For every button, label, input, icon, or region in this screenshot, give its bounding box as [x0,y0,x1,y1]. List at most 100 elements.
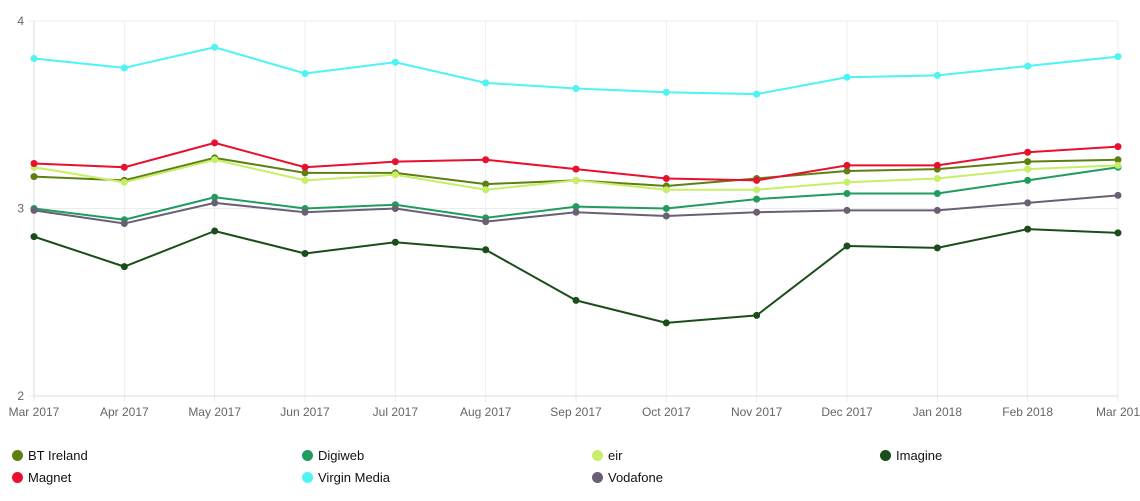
series-group [30,43,1122,327]
x-tick-label: Aug 2017 [460,405,512,419]
data-point-magnet [662,175,670,182]
legend-label: eir [608,448,623,463]
x-tick-label: Jan 2018 [913,405,963,419]
legend-swatch [592,472,603,483]
x-tick-label: Jun 2017 [280,405,330,419]
data-point-magnet [391,158,399,166]
legend-label: Vodafone [608,470,663,485]
data-point-virgin-media [482,79,490,87]
data-point-virgin-media [30,55,38,62]
data-point-bt-ireland [843,167,851,175]
data-point-magnet [753,176,761,184]
data-point-eir [1114,161,1122,169]
data-point-magnet [843,161,851,169]
data-point-magnet [572,165,580,173]
data-point-vodafone [1024,199,1032,207]
data-point-virgin-media [301,70,309,77]
data-point-eir [301,176,309,184]
legend-label: Imagine [896,448,943,463]
legend-swatch [302,472,313,483]
data-point-eir [572,176,580,184]
data-point-imagine [211,227,219,235]
legend-label: Magnet [28,470,72,485]
data-point-eir [482,186,490,194]
data-point-imagine [572,296,580,304]
data-point-vodafone [572,208,580,216]
data-point-digiweb [843,190,851,197]
data-point-imagine [482,246,490,254]
data-point-magnet [120,163,128,171]
x-tick-label: Mar 201 [1096,405,1140,419]
data-point-digiweb [211,193,219,201]
data-point-bt-ireland [301,169,309,177]
data-point-virgin-media [933,71,941,79]
legend-label: Digiweb [318,448,365,463]
data-point-digiweb [753,195,761,203]
data-point-magnet [1114,143,1122,151]
data-point-magnet [211,139,219,147]
x-tick-label: Sep 2017 [550,405,602,419]
legend-item-eir[interactable]: eir [592,448,622,463]
legend-swatch [12,450,23,461]
data-point-virgin-media [120,64,128,72]
legend-swatch [302,450,313,461]
y-axis: 2 3 4 [17,14,24,403]
x-tick-label: Nov 2017 [731,405,783,419]
data-point-eir [1024,165,1032,173]
data-point-magnet [301,163,309,171]
y-tick-label: 4 [17,14,24,28]
data-point-eir [211,156,219,164]
data-point-magnet [482,156,490,164]
data-point-magnet [1024,148,1032,156]
data-point-vodafone [482,218,490,226]
line-chart: 2 3 4 Mar 2017 Apr 2017 May 2017 Jun 2017 Jul … [9,14,1140,419]
data-point-imagine [391,238,399,246]
data-point-vodafone [933,206,941,214]
legend-item-digiweb[interactable]: Digiweb [302,448,364,463]
data-point-bt-ireland [482,180,490,188]
legend-swatch [12,472,23,483]
x-tick-label: Jul 2017 [373,405,419,419]
legend-label: BT Ireland [28,448,88,463]
legend-item-vodafone[interactable]: Vodafone [592,470,663,485]
data-point-virgin-media [1114,53,1122,61]
legend-swatch [592,450,603,461]
data-point-virgin-media [572,85,580,92]
data-point-digiweb [1024,176,1032,184]
data-point-eir [843,178,851,186]
y-tick-label: 3 [17,202,24,216]
data-point-virgin-media [391,58,399,66]
x-tick-label: Apr 2017 [100,405,149,419]
data-point-magnet [933,161,941,169]
data-point-imagine [662,319,670,327]
data-point-vodafone [120,220,128,227]
legend-item-virgin-media[interactable]: Virgin Media [302,470,390,485]
data-point-imagine [301,250,309,257]
x-tick-label: Dec 2017 [821,405,873,419]
legend-item-bt-ireland[interactable]: BT Ireland [12,448,88,463]
data-point-imagine [933,244,941,252]
legend-item-imagine[interactable]: Imagine [880,448,942,463]
x-tick-label: Mar 2017 [9,405,60,419]
data-point-eir [662,186,670,194]
data-point-vodafone [391,205,399,212]
data-point-vodafone [211,199,219,207]
data-point-imagine [843,242,851,250]
data-point-digiweb [662,205,670,212]
data-point-vodafone [843,206,851,214]
data-point-bt-ireland [1024,158,1032,166]
x-tick-label: May 2017 [188,405,241,419]
data-point-vodafone [1114,191,1122,199]
data-point-digiweb [572,203,580,211]
data-point-eir [120,178,128,186]
data-point-imagine [753,311,761,319]
data-point-vodafone [662,212,670,220]
data-point-magnet [30,160,38,167]
legend-item-magnet[interactable]: Magnet [12,470,71,485]
legend-label: Virgin Media [318,470,391,485]
data-point-virgin-media [843,73,851,81]
data-point-eir [753,186,761,194]
x-axis: Mar 2017 Apr 2017 May 2017 Jun 2017 Jul 2017… [9,405,1140,419]
data-point-vodafone [301,208,309,216]
data-point-virgin-media [662,88,670,96]
